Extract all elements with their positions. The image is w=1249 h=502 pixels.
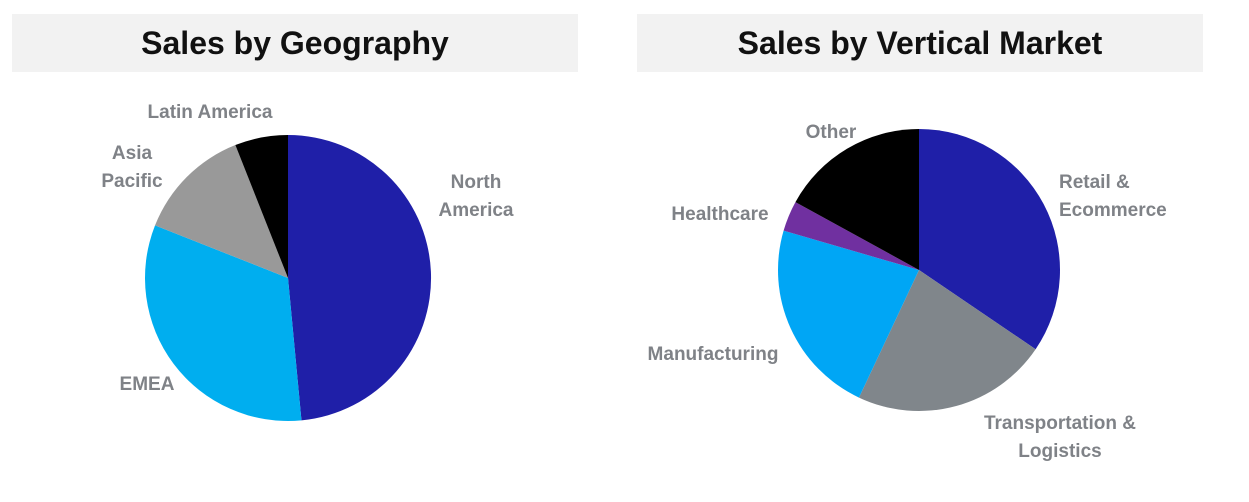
pie-slice-healthcare	[783, 202, 919, 270]
slice-label-line: Manufacturing	[648, 344, 779, 365]
slice-label-line: Retail &	[1059, 172, 1130, 193]
slice-label-retail-and-ecommerce: Retail & Ecommerce	[1059, 172, 1167, 221]
slice-label-line: Transportation &	[984, 413, 1136, 434]
slice-label-manufacturing: Manufacturing	[648, 344, 779, 365]
slice-label-healthcare: Healthcare	[671, 204, 768, 225]
slice-label-line: North	[451, 172, 502, 193]
pie-vertical-market: Retail & Ecommerce Transportation & Logisti…	[648, 122, 1167, 462]
pie-slice-asia-pacific	[155, 145, 288, 278]
slice-label-asia-pacific: Asia Pacific	[101, 143, 163, 192]
slice-label-line: Pacific	[101, 171, 163, 192]
chart-title-geography: Sales by Geography	[12, 14, 578, 72]
slice-label-latin-america: Latin America	[148, 102, 273, 123]
slice-label-line: Latin America	[148, 102, 273, 123]
pie-slice-transportation-and-logistics	[858, 270, 1036, 411]
pie-slice-other	[795, 129, 919, 270]
slice-label-line: Ecommerce	[1059, 200, 1167, 221]
slice-label-line: Asia	[112, 143, 153, 164]
pie-slice-retail-and-ecommerce	[919, 129, 1060, 350]
slice-label-other: Other	[806, 122, 857, 143]
pie-slice-north-america	[288, 134, 432, 421]
chart-title-vertical-market: Sales by Vertical Market	[637, 14, 1203, 72]
pie-slice-emea	[144, 225, 302, 422]
pie-geography: North America EMEA Asia Pacific Latin America	[101, 102, 514, 422]
slice-label-line: Logistics	[1018, 441, 1101, 462]
slice-label-line: America	[439, 200, 514, 221]
slice-label-transportation-and-logistics: Transportation & Logistics	[984, 413, 1136, 462]
slice-label-emea: EMEA	[120, 374, 175, 395]
pie-slice-latin-america	[235, 134, 288, 278]
slice-label-line: Other	[806, 122, 857, 143]
pie-slice-manufacturing	[778, 230, 919, 398]
slice-label-north-america: North America	[439, 172, 514, 221]
slice-label-line: EMEA	[120, 374, 175, 395]
slice-label-line: Healthcare	[671, 204, 768, 225]
